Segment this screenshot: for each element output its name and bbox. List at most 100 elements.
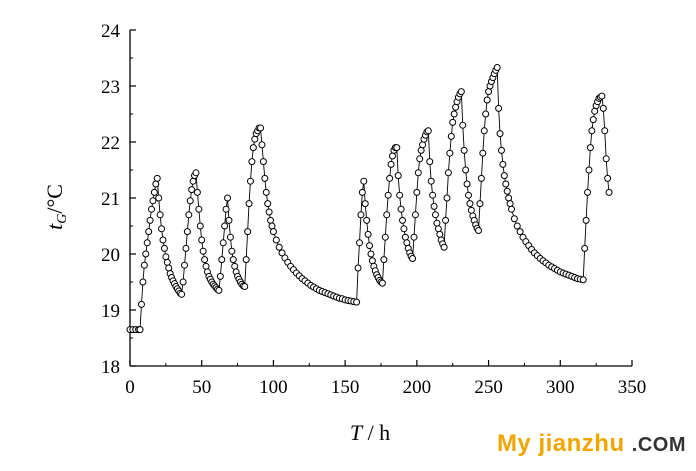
data-point xyxy=(221,222,229,230)
data-point xyxy=(604,174,612,182)
data-point xyxy=(262,188,270,196)
data-point xyxy=(581,244,589,252)
data-point xyxy=(475,226,483,234)
data-point xyxy=(403,239,411,247)
data-point xyxy=(242,256,250,264)
data-point xyxy=(259,158,267,166)
y-tick-label: 18 xyxy=(101,357,120,378)
watermark-brand: My jianzhu xyxy=(496,430,625,457)
data-point xyxy=(450,110,458,118)
data-point xyxy=(189,177,197,185)
data-point xyxy=(446,149,454,157)
data-point xyxy=(483,96,491,104)
data-point xyxy=(397,205,405,213)
data-point xyxy=(585,166,593,174)
data-point xyxy=(195,205,203,213)
data-point xyxy=(193,188,201,196)
data-point xyxy=(433,219,441,227)
data-point xyxy=(201,256,209,264)
data-point xyxy=(155,194,163,202)
data-point xyxy=(218,256,226,264)
data-point xyxy=(229,256,237,264)
data-point xyxy=(181,261,188,269)
data-point xyxy=(143,239,151,247)
data-point xyxy=(196,222,204,230)
data-point xyxy=(272,236,280,244)
data-point xyxy=(459,121,467,129)
data-point xyxy=(506,200,514,208)
data-point xyxy=(199,247,207,255)
data-point xyxy=(153,174,161,182)
data-point xyxy=(387,160,395,168)
data-point xyxy=(381,233,389,241)
data-point xyxy=(249,144,257,152)
data-point xyxy=(599,104,607,112)
data-point xyxy=(216,272,224,280)
data-point xyxy=(188,186,196,194)
data-point xyxy=(198,236,206,244)
data-point xyxy=(219,239,227,247)
data-point xyxy=(426,158,434,166)
data-point xyxy=(444,169,452,177)
data-point xyxy=(137,300,145,308)
series-line xyxy=(130,65,610,331)
data-point xyxy=(443,194,451,202)
data-point xyxy=(464,191,472,199)
data-point xyxy=(145,228,153,236)
data-point xyxy=(605,188,613,196)
data-point xyxy=(508,205,516,213)
data-point xyxy=(258,141,266,149)
data-point xyxy=(440,243,448,251)
data-point xyxy=(460,146,468,154)
data-point xyxy=(409,254,417,262)
data-point xyxy=(183,228,191,236)
data-point xyxy=(416,155,424,163)
data-point xyxy=(160,244,168,252)
data-point xyxy=(241,282,249,290)
data-point xyxy=(186,197,194,205)
data-point xyxy=(363,216,371,224)
data-point xyxy=(150,188,158,196)
data-point xyxy=(493,64,501,72)
data-point xyxy=(146,216,154,224)
data-point xyxy=(601,127,609,135)
data-point xyxy=(152,180,160,188)
data-point xyxy=(192,169,200,177)
data-point xyxy=(503,187,511,195)
data-point xyxy=(466,200,474,208)
data-point xyxy=(384,191,392,199)
y-tick-label: 23 xyxy=(101,77,120,98)
data-point xyxy=(244,228,252,236)
data-point xyxy=(457,88,465,96)
data-point xyxy=(383,211,391,219)
data-point xyxy=(477,174,485,182)
data-point xyxy=(513,222,521,230)
data-point xyxy=(588,127,596,135)
data-point xyxy=(386,174,394,182)
data-point xyxy=(442,216,450,224)
watermark-logo: My jianzhu .COM xyxy=(497,430,686,458)
data-point xyxy=(202,262,210,270)
data-point xyxy=(400,225,408,233)
data-point xyxy=(413,188,421,196)
data-point xyxy=(224,194,232,202)
x-tick-label: 300 xyxy=(546,377,575,398)
x-tick-label: 0 xyxy=(125,377,135,398)
data-point xyxy=(366,242,374,250)
data-point xyxy=(361,200,369,208)
data-point xyxy=(228,247,236,255)
data-point xyxy=(419,141,427,149)
data-point xyxy=(427,177,435,185)
data-point xyxy=(140,261,148,269)
data-point xyxy=(269,228,277,236)
series-temperature xyxy=(126,64,613,334)
data-point xyxy=(275,243,283,251)
data-point xyxy=(158,225,166,233)
data-point xyxy=(165,264,173,272)
y-tick-label: 20 xyxy=(101,245,120,266)
data-point xyxy=(162,253,170,261)
data-point xyxy=(589,116,597,124)
data-point xyxy=(149,197,157,205)
data-point xyxy=(378,279,386,287)
